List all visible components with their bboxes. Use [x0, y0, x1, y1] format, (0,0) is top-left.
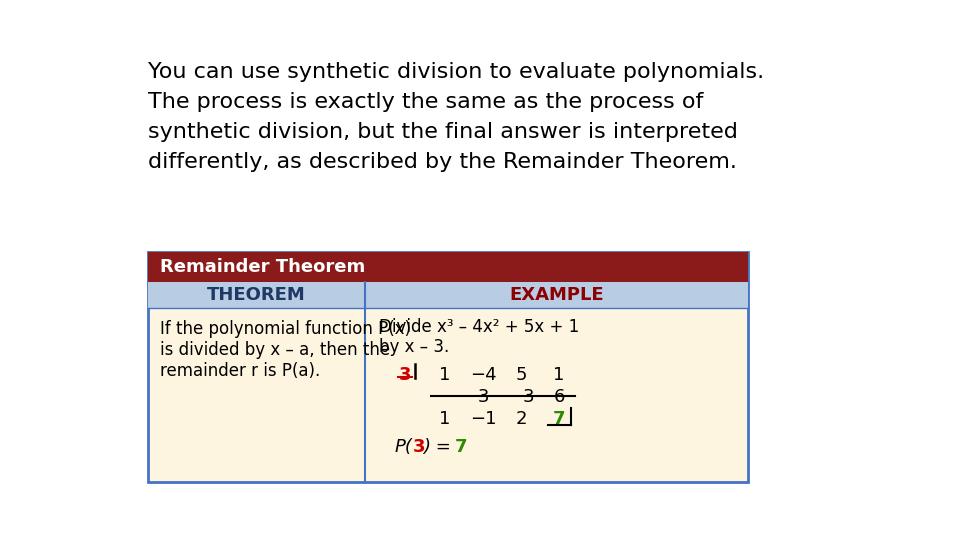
Bar	[148, 252, 748, 282]
Text: ) =: ) =	[423, 438, 457, 456]
Text: You can use synthetic division to evaluate polynomials.: You can use synthetic division to evalua…	[148, 62, 764, 82]
Text: EXAMPLE: EXAMPLE	[509, 286, 604, 304]
Text: Divide x³ – 4x² + 5x + 1: Divide x³ – 4x² + 5x + 1	[379, 318, 579, 336]
Text: THEOREM: THEOREM	[207, 286, 306, 304]
Text: 7: 7	[455, 438, 468, 456]
Text: 2: 2	[516, 410, 527, 428]
Text: by x – 3.: by x – 3.	[379, 338, 449, 356]
Text: 6: 6	[553, 388, 564, 406]
Text: 3: 3	[477, 388, 489, 406]
Text: 1: 1	[440, 366, 450, 384]
Text: 7: 7	[553, 410, 565, 428]
Text: 1: 1	[553, 366, 564, 384]
Text: is divided by x – a, then the: is divided by x – a, then the	[160, 341, 390, 359]
Text: 3: 3	[398, 366, 411, 384]
Text: −3: −3	[508, 388, 535, 406]
Text: 5: 5	[516, 366, 527, 384]
Bar	[148, 282, 748, 308]
Bar	[148, 252, 748, 482]
Text: P(: P(	[395, 438, 413, 456]
Text: synthetic division, but the final answer is interpreted: synthetic division, but the final answer…	[148, 122, 738, 142]
Text: −1: −1	[469, 410, 496, 428]
Text: differently, as described by the Remainder Theorem.: differently, as described by the Remaind…	[148, 152, 737, 172]
Text: 1: 1	[440, 410, 450, 428]
Text: Remainder Theorem: Remainder Theorem	[160, 258, 365, 276]
Text: 3: 3	[413, 438, 425, 456]
Text: −4: −4	[469, 366, 496, 384]
Text: remainder r is P(a).: remainder r is P(a).	[160, 362, 321, 380]
Text: If the polynomial function P(x): If the polynomial function P(x)	[160, 320, 411, 338]
Text: The process is exactly the same as the process of: The process is exactly the same as the p…	[148, 92, 704, 112]
